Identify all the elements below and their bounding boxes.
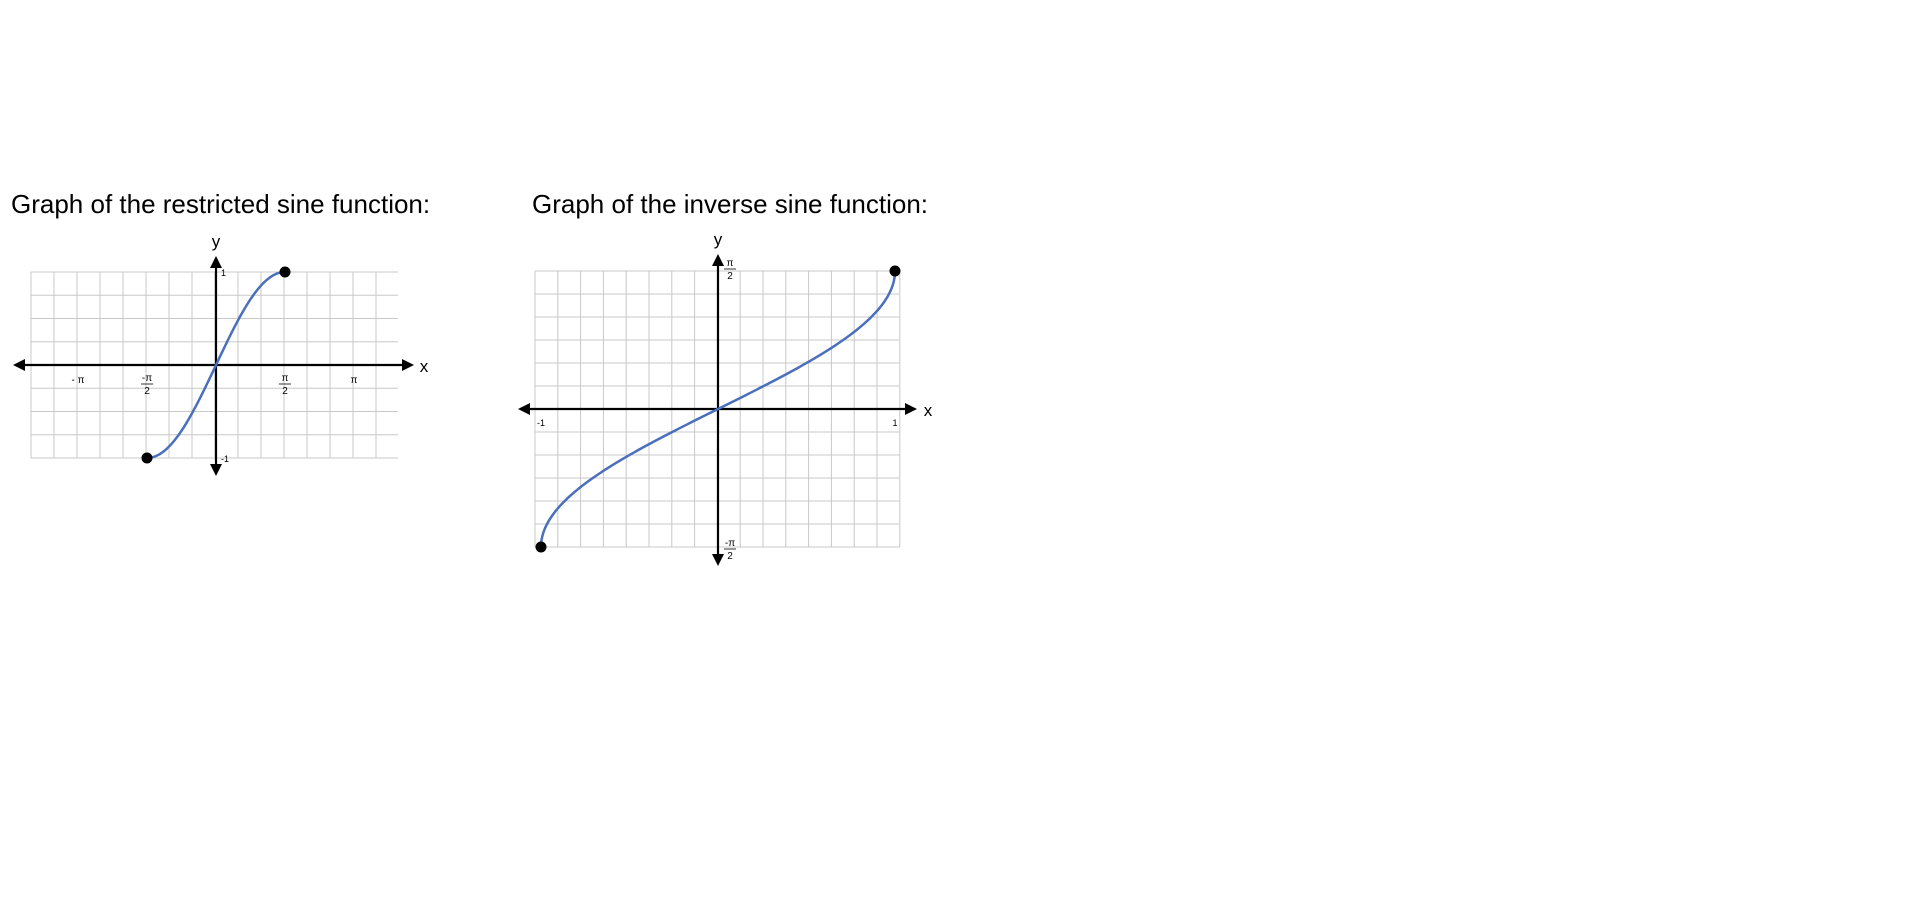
x-axis-label: x	[924, 401, 933, 420]
inverse-sine-chart: xy-1 1π2-π2	[518, 230, 933, 566]
x-axis-arrow-left	[518, 403, 530, 415]
x-tick-label: -π 2	[140, 373, 153, 397]
x-tick-label: -1	[537, 418, 545, 428]
y-tick-label: π2	[724, 258, 736, 282]
x-tick-label: 1	[892, 418, 897, 428]
x-axis-arrow-right	[402, 359, 414, 371]
y-tick-label-numerator: -π	[725, 538, 735, 549]
y-tick-label: -π 2	[724, 538, 736, 562]
y-axis-label: y	[212, 232, 221, 251]
x-tick-label-numerator: π	[282, 373, 289, 384]
endpoint-dot	[141, 452, 153, 464]
y-axis-arrow-down	[712, 554, 724, 566]
y-tick-label-numerator: π	[727, 258, 734, 269]
x-axis-arrow-left	[13, 359, 25, 371]
x-tick-label: π	[351, 375, 358, 386]
x-tick-label: π2	[279, 373, 292, 397]
chart-title-inverse-sine: Graph of the inverse sine function:	[532, 189, 929, 219]
x-axis-arrow-right	[905, 403, 917, 415]
endpoint-dot	[535, 541, 547, 553]
x-tick-label-denominator: 2	[144, 386, 150, 397]
y-tick-label-denominator: 2	[727, 551, 733, 562]
y-tick-label: 1	[221, 268, 226, 278]
chart-title-restricted-sine: Graph of the restricted sine function:	[11, 189, 431, 219]
sine-curve	[146, 270, 286, 460]
x-tick-label-denominator: 2	[282, 386, 288, 397]
x-axis-label: x	[420, 357, 429, 376]
y-axis-arrow-down	[210, 464, 222, 476]
endpoint-dot	[889, 265, 901, 277]
x-tick-label: - π	[71, 375, 84, 386]
endpoint-dot	[279, 266, 291, 278]
x-tick-label-numerator: -π	[142, 373, 152, 384]
y-axis-label: y	[714, 230, 723, 249]
y-tick-label-denominator: 2	[727, 271, 733, 282]
y-axis-arrow-up	[712, 254, 724, 266]
y-axis-arrow-up	[210, 256, 222, 268]
y-tick-label: -1	[221, 454, 229, 464]
arcsine-curve	[539, 270, 897, 548]
